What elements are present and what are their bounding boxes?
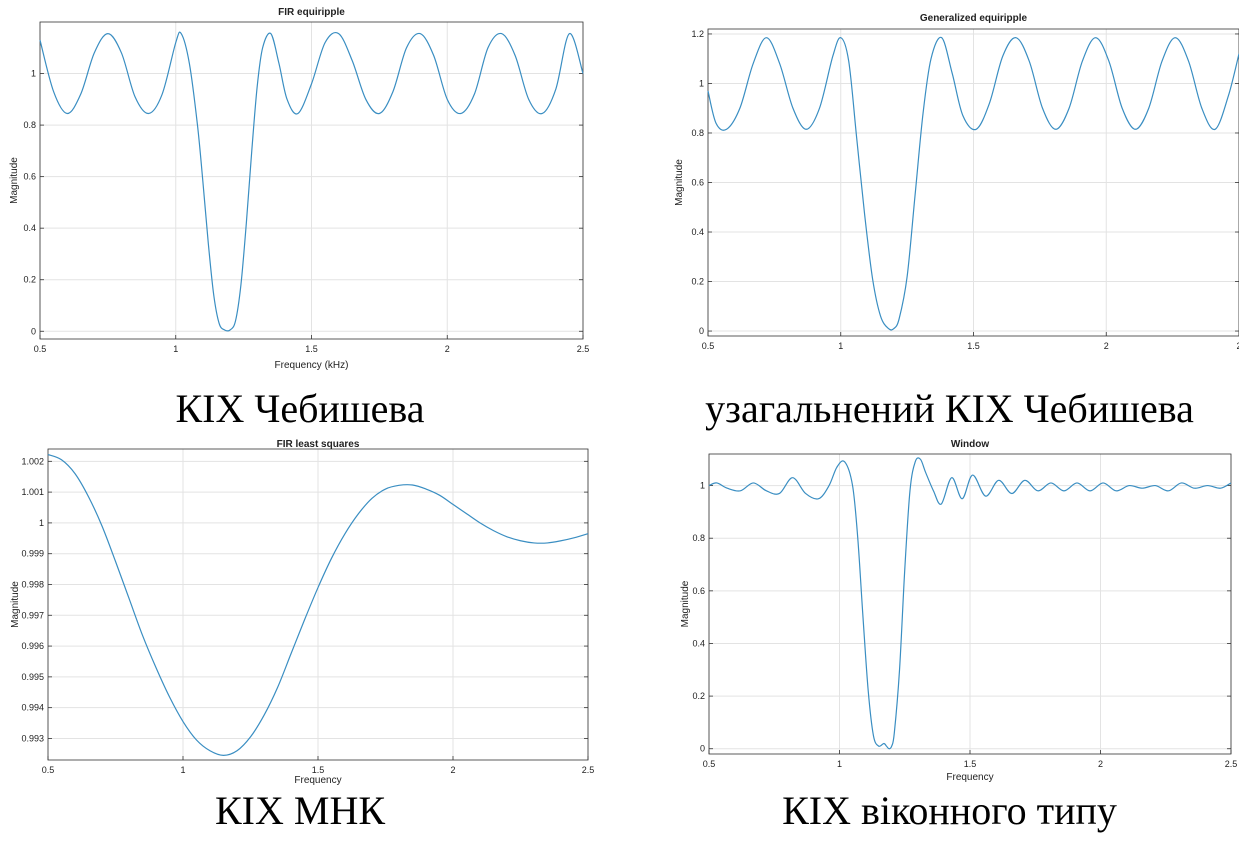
y-tick-label: 0 xyxy=(31,326,36,336)
chart-fir-equiripple: 0.5 1 1.5 2 2.5 0 0.2 0.4 0.6 0.8 1 FIR equiripple F… xyxy=(0,0,600,380)
x-tick-label: 1 xyxy=(180,765,185,775)
x-axis-label: Frequency (kHz) xyxy=(275,360,349,371)
x-tick-label: 0.5 xyxy=(703,759,716,769)
y-axis-label: Magnitude xyxy=(10,581,21,628)
x-tick-label: 1 xyxy=(838,341,843,351)
y-tick-label: 0.6 xyxy=(692,586,705,596)
y-tick-label: 1.002 xyxy=(21,456,44,466)
x-tick-label: 1 xyxy=(173,344,178,354)
y-axis-label: Magnitude xyxy=(674,159,685,206)
y-tick-label: 0.998 xyxy=(21,579,44,589)
y-tick-label: 0.993 xyxy=(21,733,44,743)
chart-title: Generalized equiripple xyxy=(920,13,1028,24)
x-tick-label: 2 xyxy=(445,344,450,354)
y-axis-label: Magnitude xyxy=(9,157,20,204)
y-tick-label: 0.996 xyxy=(21,641,44,651)
y-tick-label: 0.994 xyxy=(21,703,44,713)
chart-title: Window xyxy=(951,439,989,450)
caption-4: КІХ віконного типу xyxy=(660,787,1239,834)
y-tick-label: 0.6 xyxy=(691,178,704,188)
y-tick-label: 0.999 xyxy=(21,549,44,559)
y-tick-label: 0.6 xyxy=(23,172,36,182)
x-tick-label: 1.5 xyxy=(312,765,325,775)
y-tick-label: 0.4 xyxy=(691,227,704,237)
x-tick-label: 0.5 xyxy=(702,341,715,351)
x-tick-label: 2 xyxy=(1104,341,1109,351)
caption-2: узагальнений КІХ Чебишева xyxy=(660,385,1239,432)
y-axis-label: Magnitude xyxy=(680,580,691,627)
x-tick-label: 2.5 xyxy=(582,765,595,775)
y-tick-label: 0.2 xyxy=(692,691,705,701)
x-tick-label: 1.5 xyxy=(305,344,318,354)
x-axis-label: Frequency xyxy=(946,772,993,783)
y-tick-label: 0.8 xyxy=(691,128,704,138)
chart-title: FIR equiripple xyxy=(278,7,345,18)
y-tick-label: 1 xyxy=(39,518,44,528)
y-tick-label: 1 xyxy=(699,78,704,88)
chart-window: 0.5 1 1.5 2 2.5 0 0.2 0.4 0.6 0.8 1 Window Frequency… xyxy=(660,440,1239,785)
y-tick-label: 0.8 xyxy=(23,120,36,130)
y-tick-label: 0.4 xyxy=(692,638,705,648)
x-tick-label: 1.5 xyxy=(967,341,980,351)
y-tick-label: 0.2 xyxy=(691,277,704,287)
x-axis-label: Frequency xyxy=(294,775,341,786)
x-tick-label: 0.5 xyxy=(42,765,55,775)
caption-1: КІХ Чебишева xyxy=(0,385,600,432)
chart-fir-least-squares: 0.5 1 1.5 2 2.5 0.993 0.994 0.995 0.996 0.997 0.99… xyxy=(0,440,600,785)
x-tick-label: 1.5 xyxy=(964,759,977,769)
x-tick-label: 0.5 xyxy=(34,344,47,354)
chart-panel-3: 0.5 1 1.5 2 2.5 0.993 0.994 0.995 0.996 0.997 0.99… xyxy=(0,440,600,785)
y-tick-label: 1 xyxy=(31,69,36,79)
y-tick-label: 0.2 xyxy=(23,275,36,285)
y-tick-label: 1.2 xyxy=(691,29,704,39)
x-tick-label: 1 xyxy=(837,759,842,769)
y-tick-label: 0.8 xyxy=(692,533,705,543)
x-tick-label: 2.5 xyxy=(1225,759,1238,769)
x-tick-label: 2.5 xyxy=(577,344,590,354)
caption-3: КІХ МНК xyxy=(0,787,600,834)
x-tick-label: 2 xyxy=(1098,759,1103,769)
chart-panel-1: 0.5 1 1.5 2 2.5 0 0.2 0.4 0.6 0.8 1 FIR equiripple F… xyxy=(0,0,600,380)
y-tick-label: 0 xyxy=(700,744,705,754)
y-tick-label: 1 xyxy=(700,481,705,491)
x-tick-label: 2 xyxy=(450,765,455,775)
y-tick-label: 1.001 xyxy=(21,487,44,497)
chart-panel-4: 0.5 1 1.5 2 2.5 0 0.2 0.4 0.6 0.8 1 Window Frequency… xyxy=(660,440,1239,785)
y-tick-label: 0 xyxy=(699,326,704,336)
y-tick-label: 0.4 xyxy=(23,223,36,233)
chart-title: FIR least squares xyxy=(277,439,360,450)
y-tick-label: 0.995 xyxy=(21,672,44,682)
y-tick-label: 0.997 xyxy=(21,610,44,620)
